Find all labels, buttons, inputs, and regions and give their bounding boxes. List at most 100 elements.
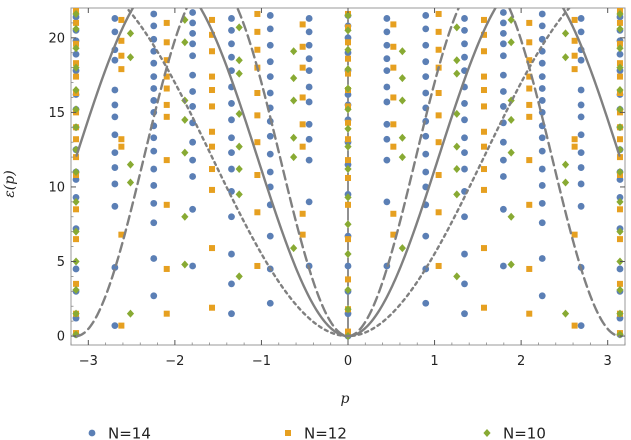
data-point [150,59,158,67]
data-point [538,73,546,80]
data-point [422,299,430,307]
data-point [422,25,430,33]
data-point [118,136,125,143]
data-point [189,19,197,27]
data-point [480,128,487,135]
data-point [538,97,546,104]
data-point [507,15,515,24]
data-point [616,9,624,18]
data-point [499,40,507,48]
data-point [305,55,313,63]
data-point [345,201,351,208]
data-point [577,15,585,22]
data-point [299,143,306,150]
data-point [305,98,313,106]
data-point [209,166,216,173]
data-point [480,304,487,311]
data-point [111,86,119,94]
data-point [526,39,533,46]
x-tick-label: 2 [517,354,525,369]
data-point [254,89,261,96]
data-point [299,210,306,217]
data-point [181,115,189,124]
data-point [228,15,235,22]
data-point [398,74,406,83]
data-point [499,29,507,37]
data-point [209,128,216,135]
data-point [228,165,235,173]
data-point [422,232,430,240]
data-point [435,172,442,179]
data-point [344,11,352,20]
data-point [616,24,624,33]
data-point [538,165,546,173]
data-point [507,212,515,221]
data-point [228,116,235,124]
x-tick-label: −1 [252,354,271,369]
data-point [571,322,578,329]
x-axis-label: p [341,391,350,407]
data-point [616,19,623,26]
data-point [266,150,274,158]
data-point [73,136,80,143]
data-point [72,227,80,236]
data-point [344,26,352,35]
data-point [189,138,197,146]
data-point [499,71,507,79]
data-point [118,231,125,238]
data-point [461,165,468,173]
data-point [345,328,351,335]
data-point [453,190,461,199]
data-point [538,292,546,300]
data-point [118,37,125,44]
data-point [561,160,570,169]
data-point [453,69,461,78]
data-point [577,202,585,210]
data-point [383,98,391,106]
data-point [526,73,533,80]
data-point [290,74,298,83]
data-point [344,142,352,151]
data-point [435,28,442,35]
y-axis-label: ε(p) [2,170,18,197]
data-point [299,121,306,128]
data-point [72,168,80,177]
data-point [453,272,461,281]
data-point [235,56,243,65]
data-point [461,40,468,48]
data-point [345,39,351,46]
data-point [111,180,119,188]
data-point [150,182,158,189]
data-point [181,148,189,157]
x-tick-label: −3 [79,354,98,369]
data-point [118,16,125,23]
data-point [390,64,397,71]
data-point [538,59,546,67]
data-point [398,133,406,142]
y-tick-label: 15 [48,106,65,121]
data-point [561,29,570,38]
data-point [422,58,430,66]
data-point [163,73,170,80]
data-point [150,85,158,92]
data-point [163,39,170,46]
data-point [209,245,216,252]
data-point [189,173,197,180]
data-point [461,15,468,22]
data-point [571,16,578,23]
data-point [305,198,313,206]
curve-dotted [125,8,571,338]
data-point [228,213,235,221]
data-point [254,262,261,269]
data-point [189,29,197,37]
data-point [163,310,170,317]
data-point [571,143,578,150]
data-point [181,260,189,269]
data-point [72,197,80,206]
data-point [209,103,216,110]
data-point [72,265,80,273]
data-point [344,193,352,202]
data-point [150,10,158,18]
data-point [538,199,546,207]
data-point [163,101,170,108]
